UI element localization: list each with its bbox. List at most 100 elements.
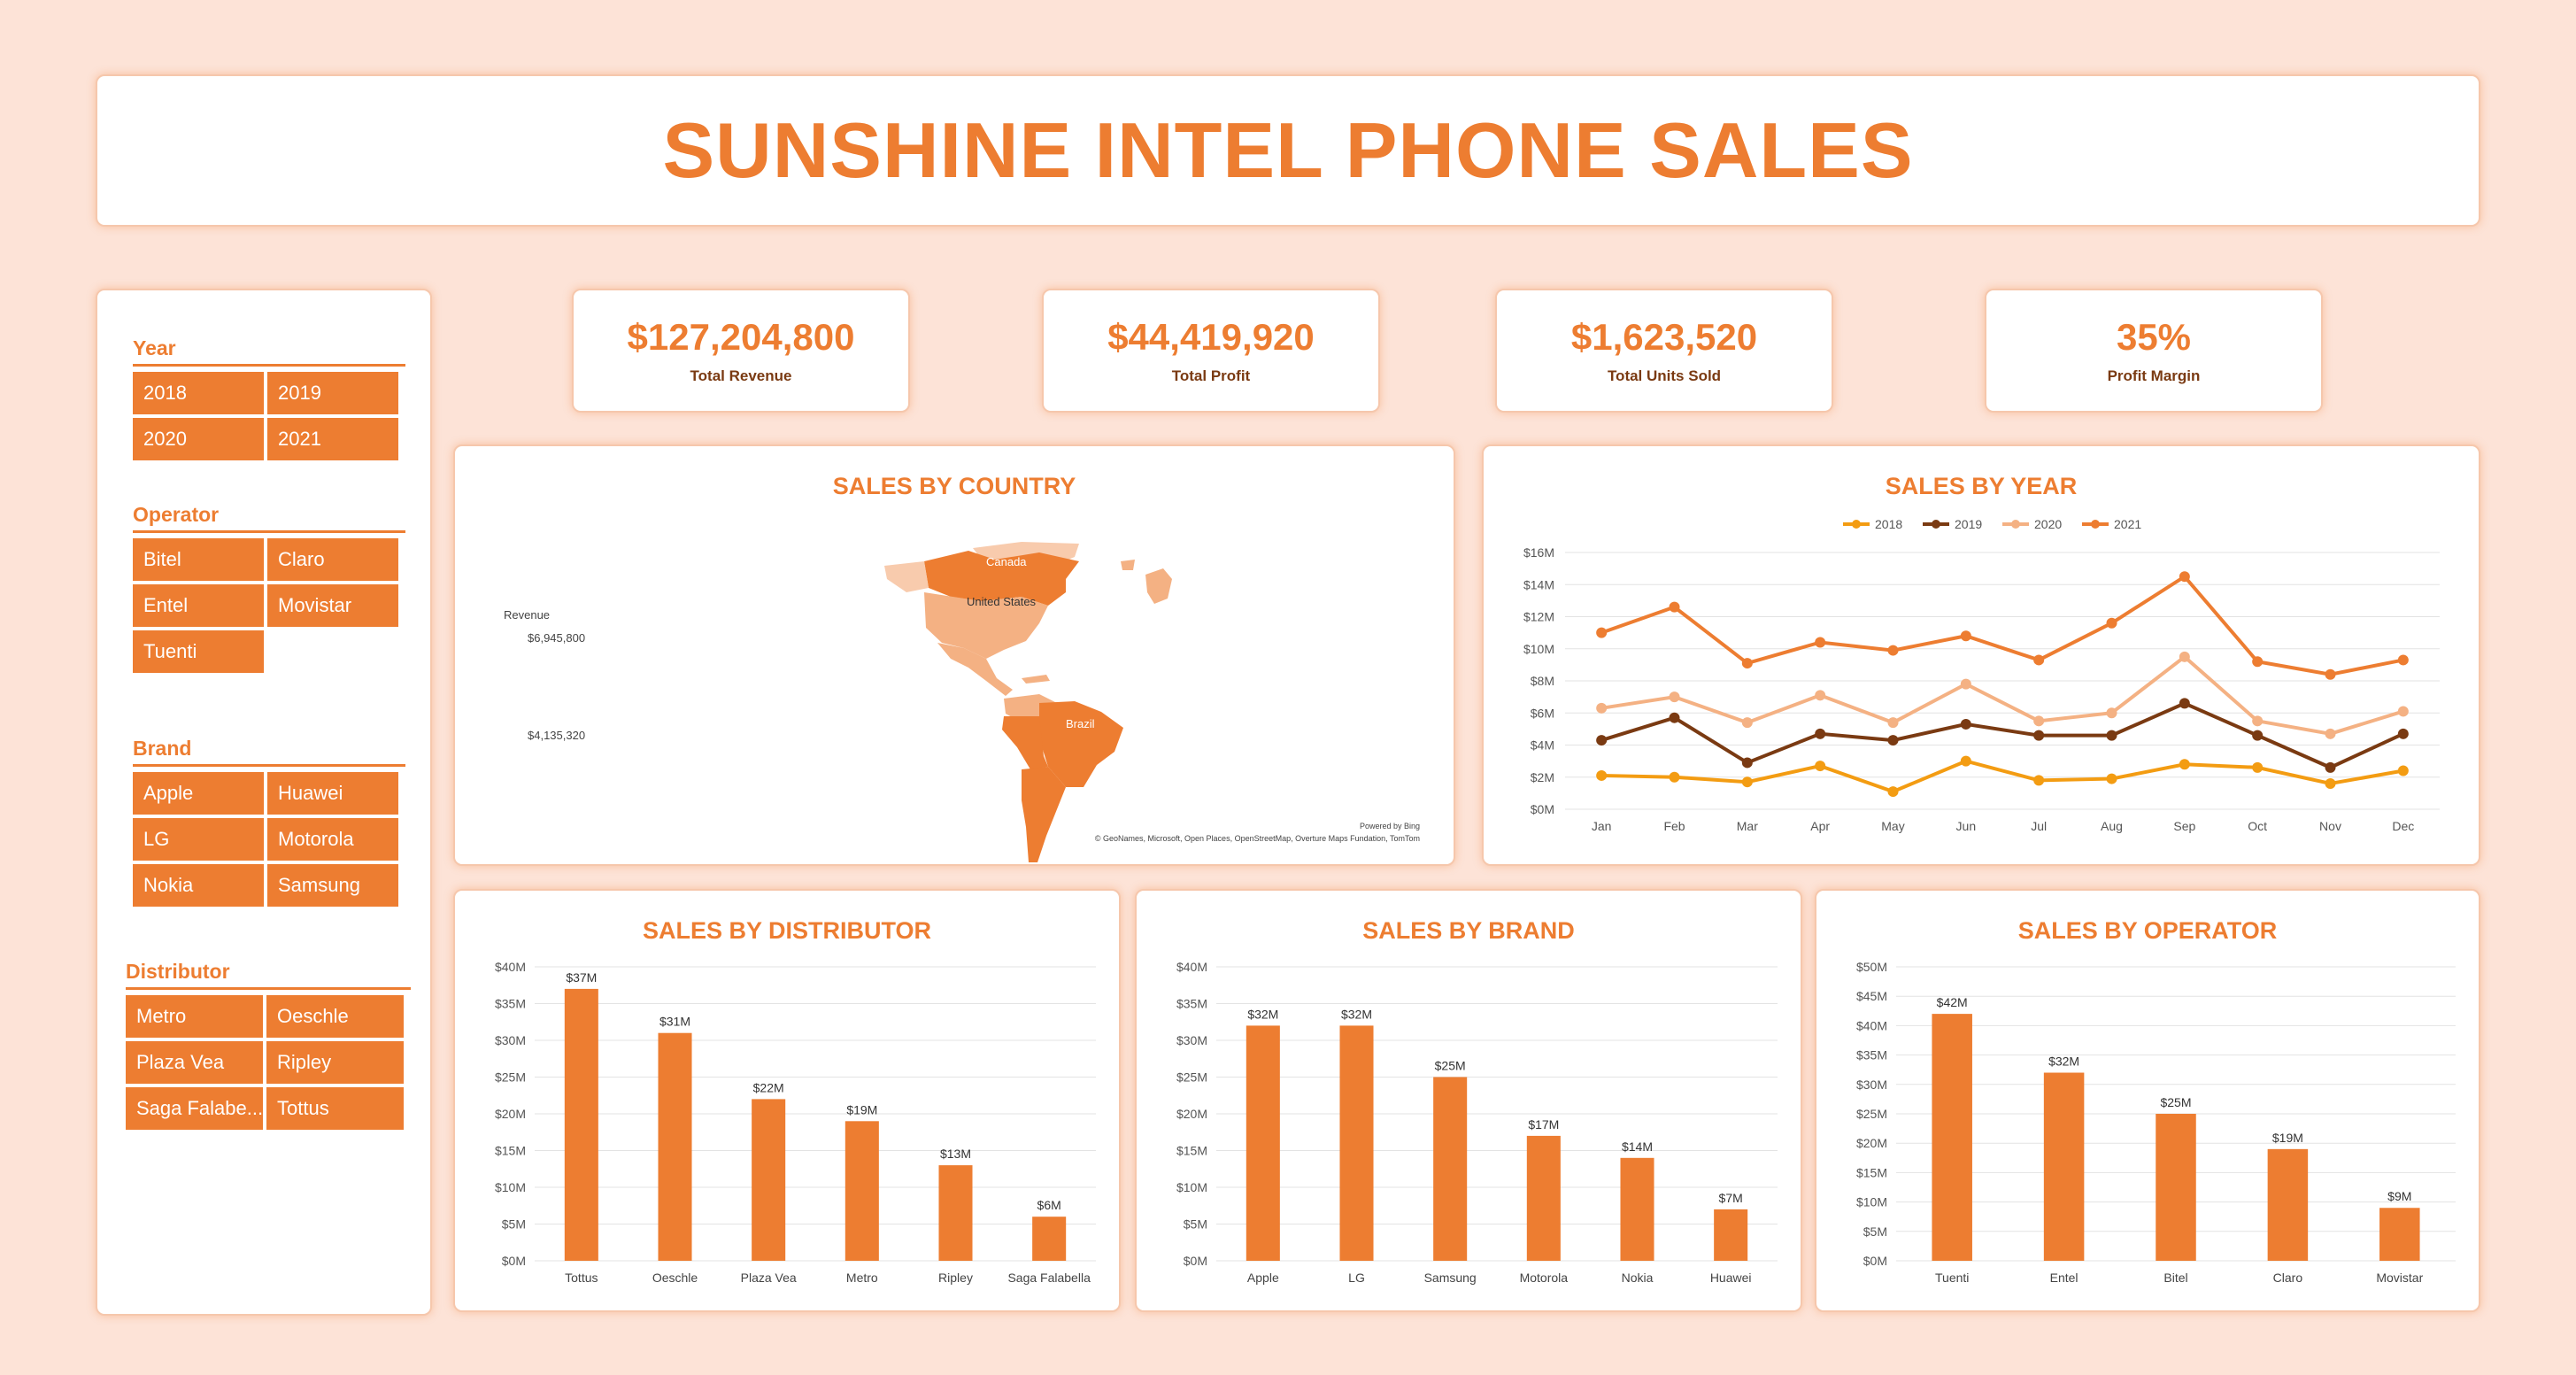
slicer-operator-movistar[interactable]: Movistar xyxy=(267,584,398,627)
point-2020-sep[interactable] xyxy=(2179,651,2190,662)
point-2021-sep[interactable] xyxy=(2179,571,2190,583)
bar-bitel[interactable] xyxy=(2156,1114,2196,1261)
slicer-distributor-ripley[interactable]: Ripley xyxy=(266,1041,404,1084)
point-2020-feb[interactable] xyxy=(1669,691,1680,703)
series-line-2020[interactable] xyxy=(1600,654,2404,736)
point-2020-nov[interactable] xyxy=(2325,728,2336,739)
bar-apple[interactable] xyxy=(1246,1025,1280,1261)
slicer-distributor-plaza-vea[interactable]: Plaza Vea xyxy=(126,1041,263,1084)
x-tick-label: Apple xyxy=(1247,1271,1279,1285)
point-2019-mar[interactable] xyxy=(1741,757,1753,769)
point-2018-jan[interactable] xyxy=(1596,769,1608,781)
point-2020-dec[interactable] xyxy=(2397,706,2409,717)
slicer-year-2020[interactable]: 2020 xyxy=(133,418,264,460)
point-2018-may[interactable] xyxy=(1887,786,1899,798)
point-2021-jul[interactable] xyxy=(2033,654,2045,666)
slicer-brand-nokia[interactable]: Nokia xyxy=(133,864,264,907)
point-2019-feb[interactable] xyxy=(1669,712,1680,723)
bar-claro[interactable] xyxy=(2267,1148,2309,1261)
slicer-distributor-tottus[interactable]: Tottus xyxy=(266,1087,404,1130)
point-2018-mar[interactable] xyxy=(1741,776,1753,788)
point-2021-nov[interactable] xyxy=(2325,668,2336,680)
point-2021-aug[interactable] xyxy=(2106,617,2117,629)
point-2019-may[interactable] xyxy=(1887,735,1899,746)
point-2018-feb[interactable] xyxy=(1669,771,1680,783)
point-2018-jul[interactable] xyxy=(2033,775,2045,786)
bar-nokia[interactable] xyxy=(1620,1157,1654,1261)
map-united-states[interactable] xyxy=(924,592,1048,659)
series-line-2018[interactable] xyxy=(1601,759,2404,794)
point-2020-aug[interactable] xyxy=(2106,707,2117,719)
point-2018-aug[interactable] xyxy=(2106,773,2117,784)
y-tick-label: $15M xyxy=(495,1144,526,1158)
point-2019-nov[interactable] xyxy=(2325,761,2336,773)
map-canada[interactable] xyxy=(924,551,1079,606)
point-2021-dec[interactable] xyxy=(2397,654,2409,666)
map-svg[interactable]: Revenue $6,945,800 $4,135,320 Canada Uni… xyxy=(455,446,1457,868)
point-2019-sep[interactable] xyxy=(2179,698,2190,709)
point-2020-oct[interactable] xyxy=(2252,715,2264,727)
bar-entel[interactable] xyxy=(2043,1072,2085,1261)
slicer-brand-samsung[interactable]: Samsung xyxy=(267,864,398,907)
bar-motorola[interactable] xyxy=(1526,1135,1561,1261)
point-2018-jun[interactable] xyxy=(1960,755,1971,767)
slicer-year-2018[interactable]: 2018 xyxy=(133,372,264,414)
slicer-brand-lg[interactable]: LG xyxy=(133,818,264,861)
slicer-operator-tuenti[interactable]: Tuenti xyxy=(133,630,264,673)
point-2018-apr[interactable] xyxy=(1815,761,1826,772)
bar-metro[interactable] xyxy=(845,1121,879,1261)
point-2021-feb[interactable] xyxy=(1669,601,1680,613)
slicer-distributor-saga-falabella[interactable]: Saga Falabe... xyxy=(126,1087,263,1130)
series-line-2021[interactable] xyxy=(1600,574,2404,676)
bar-lg[interactable] xyxy=(1339,1025,1374,1261)
bar-huawei[interactable] xyxy=(1714,1209,1748,1261)
point-2019-oct[interactable] xyxy=(2252,730,2264,741)
slicer-operator-bitel[interactable]: Bitel xyxy=(133,538,264,581)
slicer-brand-motorola[interactable]: Motorola xyxy=(267,818,398,861)
legend-label-2018[interactable]: 2018 xyxy=(1875,517,1902,531)
bar-tuenti[interactable] xyxy=(1932,1014,1972,1261)
point-2020-apr[interactable] xyxy=(1815,690,1826,701)
point-2018-oct[interactable] xyxy=(2252,761,2264,773)
point-2018-sep[interactable] xyxy=(2179,759,2190,770)
legend-label-2019[interactable]: 2019 xyxy=(1955,517,1982,531)
bar-oeschle[interactable] xyxy=(658,1032,692,1261)
slicer-year-2021[interactable]: 2021 xyxy=(267,418,398,460)
point-2018-dec[interactable] xyxy=(2397,765,2409,776)
point-2019-jan[interactable] xyxy=(1596,735,1608,746)
bar-saga-falabella[interactable] xyxy=(1032,1217,1067,1261)
point-2019-apr[interactable] xyxy=(1815,728,1826,739)
series-line-2019[interactable] xyxy=(1600,701,2404,770)
point-2020-jul[interactable] xyxy=(2033,715,2045,727)
bar-plaza-vea[interactable] xyxy=(752,1099,786,1261)
bar-samsung[interactable] xyxy=(1433,1077,1468,1262)
slicer-year-2019[interactable]: 2019 xyxy=(267,372,398,414)
point-2021-jun[interactable] xyxy=(1960,630,1971,642)
legend-label-2021[interactable]: 2021 xyxy=(2114,517,2141,531)
point-2019-jun[interactable] xyxy=(1960,718,1971,730)
slicer-operator-claro[interactable]: Claro xyxy=(267,538,398,581)
point-2021-apr[interactable] xyxy=(1815,637,1826,648)
bar-tottus[interactable] xyxy=(564,988,598,1261)
point-2020-mar[interactable] xyxy=(1741,717,1753,729)
point-2020-jan[interactable] xyxy=(1596,702,1608,714)
bar-movistar[interactable] xyxy=(2379,1208,2420,1261)
point-2019-jul[interactable] xyxy=(2033,730,2045,741)
slicer-distributor-oeschle[interactable]: Oeschle xyxy=(266,995,404,1038)
point-2018-nov[interactable] xyxy=(2325,778,2336,789)
slicer-brand-huawei[interactable]: Huawei xyxy=(267,772,398,815)
slicer-operator-entel[interactable]: Entel xyxy=(133,584,264,627)
point-2020-may[interactable] xyxy=(1887,717,1899,729)
point-2021-jan[interactable] xyxy=(1596,627,1608,638)
legend-label-2020[interactable]: 2020 xyxy=(2034,517,2062,531)
bar-ripley[interactable] xyxy=(938,1165,973,1261)
point-2020-jun[interactable] xyxy=(1960,678,1971,690)
point-2019-aug[interactable] xyxy=(2106,730,2117,741)
slicer-distributor-metro[interactable]: Metro xyxy=(126,995,263,1038)
map-brazil[interactable] xyxy=(1039,701,1123,787)
point-2019-dec[interactable] xyxy=(2397,728,2409,739)
slicer-brand-apple[interactable]: Apple xyxy=(133,772,264,815)
point-2021-may[interactable] xyxy=(1887,645,1899,656)
point-2021-oct[interactable] xyxy=(2252,656,2264,668)
point-2021-mar[interactable] xyxy=(1741,658,1753,669)
